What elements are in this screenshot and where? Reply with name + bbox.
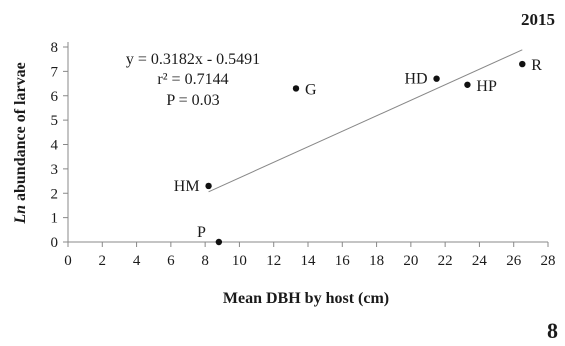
equation-annotation: y = 0.3182x - 0.5491 xyxy=(126,51,260,68)
y-tick-label: 3 xyxy=(51,162,59,178)
trendline-group xyxy=(208,49,523,193)
y-axis-title: Ln abundance of larvae xyxy=(12,62,29,224)
y-tick-label: 1 xyxy=(51,211,59,227)
point-label-g: G xyxy=(305,81,317,98)
data-points: P HM G HD HP R xyxy=(174,57,542,246)
point-label-hm: HM xyxy=(174,178,200,195)
y-tick-label: 5 xyxy=(51,113,59,129)
axes xyxy=(63,42,549,247)
panel-number: 8 xyxy=(547,318,558,341)
y-tick-label: 2 xyxy=(51,186,59,202)
year-label: 2015 xyxy=(521,10,555,29)
point-label-hd: HD xyxy=(404,71,427,88)
x-tick-label: 24 xyxy=(472,253,488,269)
data-point-g xyxy=(292,85,300,92)
x-tick-label: 22 xyxy=(438,253,453,269)
point-label-r: R xyxy=(531,57,542,74)
p-value-annotation: P = 0.03 xyxy=(166,92,219,109)
x-tick-label: 18 xyxy=(369,253,384,269)
y-axis-title-rest: abundance of larvae xyxy=(12,62,29,205)
y-tick-label: 7 xyxy=(51,64,59,80)
x-tick-label: 14 xyxy=(301,253,317,269)
y-tick-label: 0 xyxy=(51,235,59,251)
y-tick-label: 4 xyxy=(51,138,59,154)
x-tick-label: 6 xyxy=(167,253,175,269)
data-point-p xyxy=(215,238,223,246)
data-point-hp xyxy=(464,81,471,88)
x-tick-label: 16 xyxy=(335,253,351,269)
x-tick-label: 0 xyxy=(64,253,72,269)
x-tick-label: 26 xyxy=(506,253,522,269)
y-axis-title-italic: Ln xyxy=(12,205,29,225)
data-point-hd xyxy=(433,75,440,82)
data-point-hm xyxy=(205,182,212,190)
point-label-p: P xyxy=(197,224,206,241)
point-label-hp: HP xyxy=(476,78,497,95)
x-tick-label: 10 xyxy=(232,253,247,269)
x-tick-label: 20 xyxy=(403,253,418,269)
x-tick-label: 28 xyxy=(541,253,556,269)
x-tick-label: 12 xyxy=(266,253,281,269)
x-tick-label: 4 xyxy=(133,253,141,269)
y-tick-label: 8 xyxy=(51,40,59,56)
x-tick-label: 8 xyxy=(201,253,209,269)
x-axis-title: Mean DBH by host (cm) xyxy=(223,290,389,307)
data-point-r xyxy=(519,60,526,68)
y-tick-label: 6 xyxy=(51,89,59,105)
trendline xyxy=(208,49,523,193)
x-tick-label: 2 xyxy=(99,253,107,269)
r-squared-annotation: r² = 0.7144 xyxy=(157,71,228,88)
